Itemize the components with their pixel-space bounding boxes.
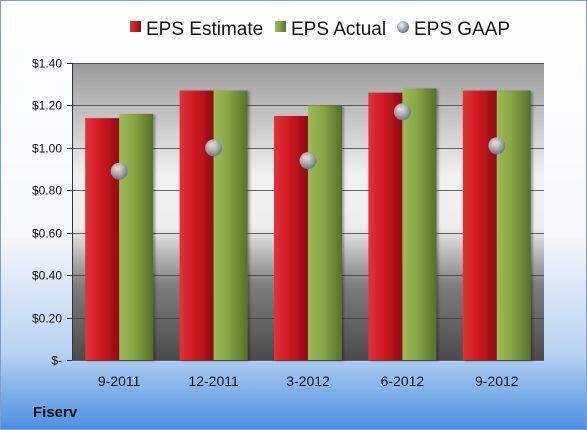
x-category-label: 6-2012 — [381, 373, 425, 389]
legend: EPS Estimate EPS Actual EPS GAAP — [130, 19, 510, 40]
bar-eps-actual — [496, 90, 531, 360]
y-tick-label: $0.60 — [32, 227, 62, 241]
legend-swatch-eps-estimate — [130, 21, 141, 32]
bar-eps-estimate — [368, 92, 403, 360]
x-category-label: 9-2012 — [475, 373, 519, 389]
legend-swatch-eps-actual — [275, 21, 286, 32]
y-tick-label: $1.40 — [32, 57, 62, 71]
legend-label-eps-actual: EPS Actual — [291, 19, 386, 40]
point-eps-gaap — [299, 152, 317, 170]
bar-eps-actual — [213, 90, 248, 360]
y-tick-label: $0.80 — [32, 184, 62, 198]
bar-eps-estimate — [179, 90, 214, 360]
point-eps-gaap — [110, 162, 128, 180]
bar-eps-actual — [119, 113, 154, 361]
legend-label-eps-estimate: EPS Estimate — [146, 19, 263, 40]
y-tick-label: $0.40 — [32, 269, 62, 283]
bar-eps-estimate — [274, 116, 308, 361]
bar-eps-actual — [402, 88, 437, 360]
bar-eps-actual — [308, 105, 342, 360]
point-eps-gaap — [488, 137, 506, 155]
point-eps-gaap — [205, 139, 223, 157]
y-axis-ticks: $- $0.20 $0.40 $0.60 $0.80 $1.00 $1.20 $1.40 — [32, 57, 73, 368]
x-axis-labels: 9-2011 12-2011 3-2012 6-2012 9-2012 — [98, 373, 519, 389]
bar-eps-estimate — [462, 90, 497, 360]
legend-label-eps-gaap: EPS GAAP — [414, 19, 510, 40]
gaap-points — [110, 103, 506, 180]
company-name: Fiserv — [33, 404, 78, 421]
y-tick-label: $1.00 — [32, 142, 62, 156]
x-category-label: 12-2011 — [188, 373, 239, 389]
bar-eps-estimate — [85, 118, 120, 361]
bars — [85, 88, 531, 361]
point-eps-gaap — [393, 103, 411, 121]
x-category-label: 3-2012 — [286, 373, 330, 389]
y-tick-label: $- — [51, 354, 62, 368]
x-category-label: 9-2011 — [98, 373, 141, 389]
legend-swatch-eps-gaap — [397, 21, 409, 33]
y-tick-label: $1.20 — [32, 99, 62, 113]
y-tick-label: $0.20 — [32, 312, 62, 326]
